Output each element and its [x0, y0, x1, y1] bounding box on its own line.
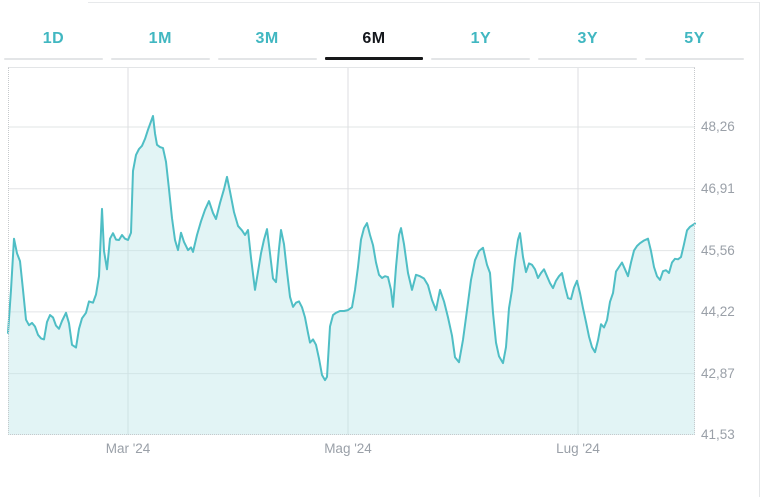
tab-6m[interactable]: 6M — [321, 0, 428, 60]
tab-underline — [431, 58, 531, 60]
tab-3m[interactable]: 3M — [214, 0, 321, 60]
tab-1m-label: 1M — [148, 30, 172, 47]
y-axis-tick: 46,91 — [701, 180, 735, 196]
period-tab-bar: 1D 1M 3M 6M 1Y 3Y 5Y — [0, 0, 748, 60]
tab-5y-label: 5Y — [684, 30, 705, 47]
x-axis-tick: Mag '24 — [324, 441, 372, 456]
tab-1d-label: 1D — [42, 30, 65, 47]
y-axis-tick: 45,56 — [701, 242, 735, 258]
plot-area[interactable] — [8, 67, 695, 435]
x-axis-tick: Mar '24 — [105, 441, 151, 456]
top-divider — [88, 2, 759, 3]
x-axis-tick: Lug '24 — [556, 441, 600, 456]
tab-3y[interactable]: 3Y — [534, 0, 641, 60]
tab-3y-label: 3Y — [577, 30, 599, 47]
y-axis-tick: 48,26 — [701, 119, 735, 134]
price-line — [7, 115, 696, 382]
tab-1m[interactable]: 1M — [107, 0, 214, 60]
tab-underline — [645, 58, 745, 60]
tab-underline — [110, 58, 210, 60]
grid-layer — [8, 67, 695, 435]
tab-1y[interactable]: 1Y — [427, 0, 534, 60]
tab-1d[interactable]: 1D — [0, 0, 107, 60]
tab-underline — [217, 58, 317, 60]
tab-1y-label: 1Y — [470, 30, 492, 47]
tab-6m-label: 6M — [362, 30, 386, 47]
tab-3m-label: 3M — [255, 30, 279, 47]
panel-right-border — [759, 2, 760, 497]
tab-5y[interactable]: 5Y — [641, 0, 748, 60]
tab-underline — [324, 57, 424, 60]
price-area — [8, 116, 695, 435]
tab-underline — [4, 58, 103, 60]
y-axis-tick: 42,87 — [701, 365, 735, 381]
y-axis-tick: 41,53 — [701, 427, 735, 442]
y-axis-tick: 44,22 — [701, 303, 735, 319]
tab-underline — [538, 58, 638, 60]
